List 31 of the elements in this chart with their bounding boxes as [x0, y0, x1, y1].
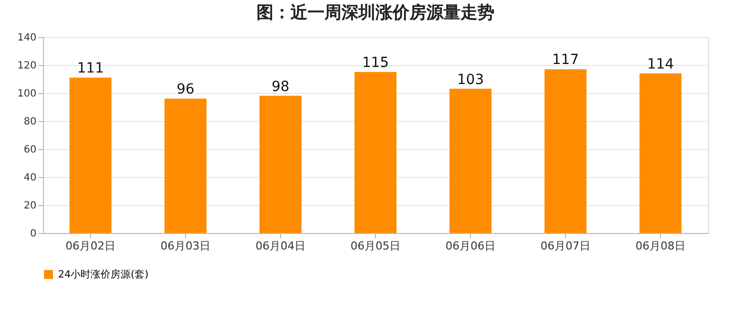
bar [354, 72, 396, 233]
data-label: 114 [647, 56, 674, 72]
chart-title: 图：近一周深圳涨价房源量走势 [256, 3, 494, 23]
x-tick-label: 06月08日 [636, 240, 686, 252]
bar [544, 69, 586, 233]
x-tick-label: 06月06日 [446, 240, 496, 252]
y-tick-label: 20 [24, 200, 36, 212]
x-tick-label: 06月07日 [540, 240, 590, 252]
data-label: 117 [552, 52, 579, 68]
bar [450, 88, 492, 233]
bar [70, 78, 112, 233]
bar [260, 96, 302, 233]
y-tick-label: 140 [17, 32, 36, 44]
data-label: 111 [77, 60, 104, 77]
legend-label: 24小时涨价房源(套) [58, 268, 149, 280]
data-label: 96 [176, 82, 194, 98]
y-tick-label: 40 [24, 172, 36, 184]
data-label: 115 [362, 55, 389, 71]
x-tick-label: 06月04日 [256, 240, 306, 252]
y-tick-label: 0 [30, 228, 36, 240]
x-tick-label: 06月03日 [160, 240, 210, 252]
y-tick-label: 120 [17, 60, 36, 72]
y-tick-label: 80 [24, 116, 36, 128]
y-tick-label: 60 [24, 144, 36, 156]
data-label: 103 [457, 72, 484, 88]
bar [640, 73, 682, 233]
x-tick-label: 06月05日 [350, 240, 400, 252]
x-tick-label: 06月02日 [66, 240, 116, 252]
data-label: 98 [272, 78, 290, 95]
y-tick-label: 100 [17, 88, 36, 100]
bar [164, 98, 206, 233]
